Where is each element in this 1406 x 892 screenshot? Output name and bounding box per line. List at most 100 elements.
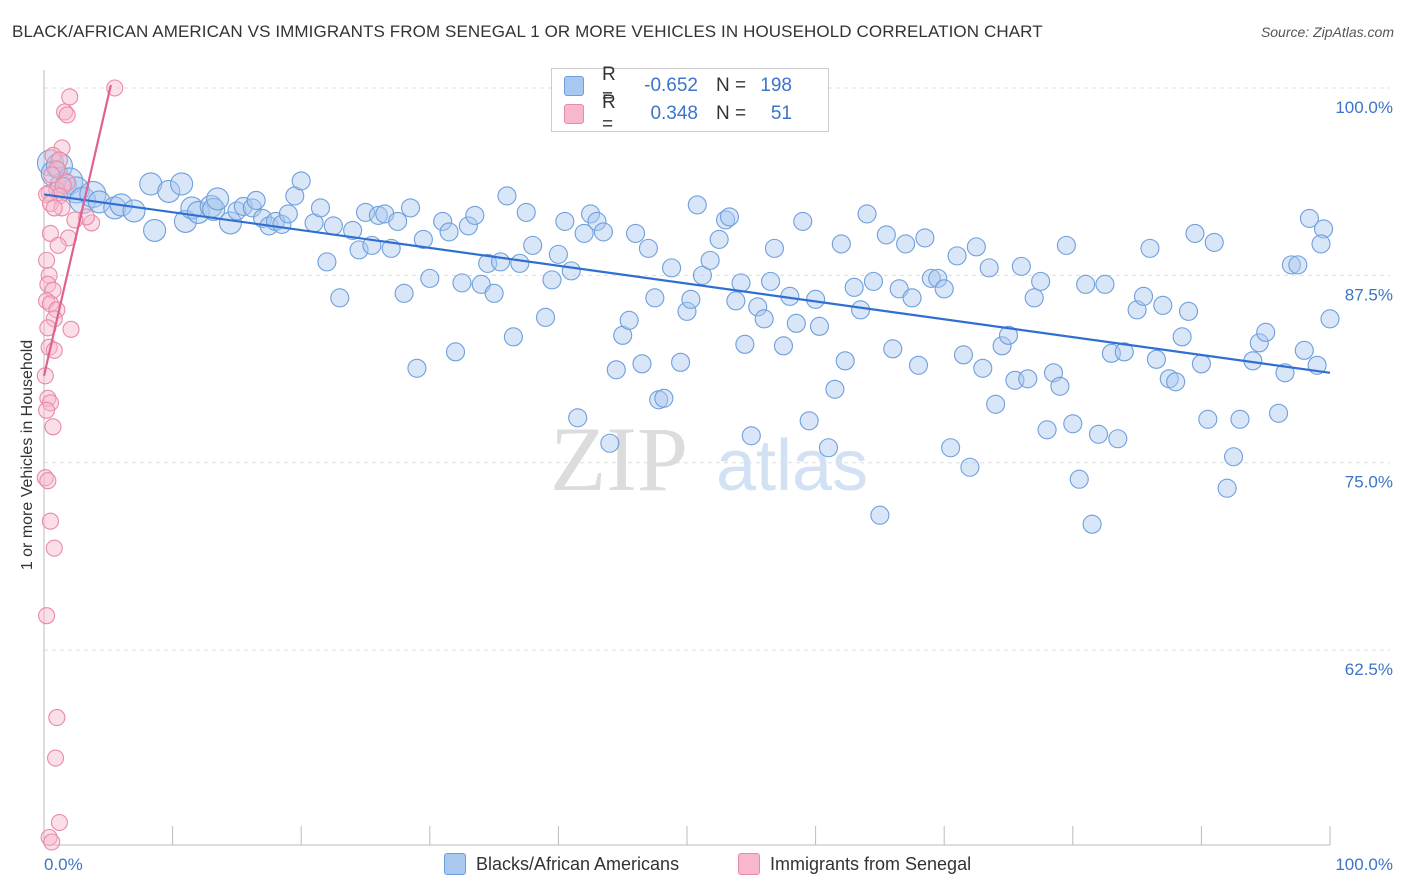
- blacks-point: [677, 301, 697, 321]
- blacks-point: [343, 220, 363, 240]
- gridlines: [44, 87, 1390, 651]
- y-tick-label: 62.5%: [1345, 660, 1393, 679]
- blacks-point: [1037, 420, 1057, 440]
- blacks-point: [1146, 349, 1166, 369]
- senegal-point: [106, 79, 124, 97]
- blacks-point: [1069, 469, 1089, 489]
- blacks-point: [793, 211, 813, 231]
- senegal-point: [44, 281, 62, 299]
- blacks-point: [1024, 288, 1044, 308]
- legend-row-blacks: R = -0.652 N = 198: [564, 64, 792, 107]
- blacks-point: [735, 334, 755, 354]
- blacks-point: [593, 222, 613, 242]
- legend-n-value: 198: [760, 75, 792, 96]
- source-label: Source: ZipAtlas.com: [1260, 24, 1394, 40]
- blacks-point: [452, 273, 472, 293]
- bottom-legend-label: Blacks/African Americans: [476, 853, 680, 874]
- blacks-point: [1178, 301, 1199, 321]
- blacks-point: [503, 327, 523, 347]
- blacks-point: [687, 195, 707, 215]
- blacks-point: [915, 228, 935, 248]
- blacks-point: [542, 270, 562, 290]
- blacks-point: [186, 200, 210, 224]
- correlation-legend: R = -0.652 N = 198 R = 0.348 N = 51: [551, 64, 829, 135]
- bottom-legend-label: Immigrants from Senegal: [770, 853, 972, 874]
- blacks-point: [1311, 234, 1331, 254]
- blacks-point: [998, 325, 1019, 345]
- blacks-point: [323, 216, 343, 236]
- blacks-point: [394, 283, 414, 303]
- legend-n-label: N =: [716, 103, 747, 124]
- blacks-point: [645, 288, 665, 308]
- blacks-point: [809, 316, 830, 336]
- blacks-point: [1320, 309, 1340, 329]
- blacks-point: [632, 354, 652, 374]
- blacks-point: [761, 271, 781, 291]
- blacks-point: [626, 223, 646, 243]
- legend-r-label: R =: [602, 92, 616, 135]
- blacks-point: [1204, 232, 1224, 252]
- series-blacks-points: [36, 149, 1340, 534]
- bottom-legend-senegal: Immigrants from Senegal: [738, 852, 971, 876]
- senegal-point: [38, 251, 56, 269]
- blacks-point: [709, 229, 729, 249]
- blacks-point: [928, 268, 948, 288]
- blacks-point: [896, 234, 916, 254]
- blacks-point: [1088, 424, 1109, 444]
- senegal-point: [40, 828, 58, 847]
- blacks-point: [574, 223, 594, 243]
- blacks-point: [619, 310, 639, 330]
- blacks-point: [979, 258, 999, 278]
- blacks-point: [992, 336, 1012, 356]
- legend-row-senegal: R = 0.348 N = 51: [564, 92, 792, 135]
- blacks-point: [876, 225, 896, 245]
- blacks-point: [870, 505, 890, 525]
- senegal-point: [47, 749, 65, 767]
- blacks-point: [139, 172, 163, 196]
- blacks-point: [388, 211, 408, 231]
- blacks-point: [960, 457, 980, 477]
- blacks-point: [523, 235, 543, 255]
- blacks-point: [1230, 409, 1250, 429]
- y-tick-label: 100.0%: [1335, 98, 1393, 117]
- trend-lines: [42, 84, 1331, 377]
- blacks-point: [1153, 295, 1173, 315]
- blacks-point: [638, 238, 658, 258]
- legend-r-label: R =: [602, 64, 616, 107]
- blacks-point: [1050, 376, 1070, 396]
- legend-swatch-blue: [564, 76, 584, 96]
- blacks-point: [516, 202, 536, 222]
- blacks-point: [548, 244, 568, 264]
- blacks-point: [1018, 369, 1038, 389]
- blacks-point: [764, 238, 784, 258]
- blacks-point: [420, 268, 440, 288]
- blacks-point: [170, 172, 194, 196]
- blacks-point: [844, 277, 864, 297]
- x-tick-label: 0.0%: [44, 855, 83, 874]
- blacks-point: [662, 258, 682, 278]
- blacks-point: [490, 252, 511, 272]
- blacks-point: [568, 408, 588, 428]
- blacks-point: [1076, 274, 1096, 294]
- legend-n-label: N =: [716, 75, 747, 96]
- blacks-point: [349, 240, 369, 260]
- y-tick-label: 87.5%: [1345, 285, 1393, 304]
- blacks-point: [1275, 363, 1295, 383]
- blacks-point: [863, 271, 884, 291]
- senegal-point: [41, 512, 59, 530]
- senegal-point: [36, 469, 54, 487]
- blacks-point: [1082, 514, 1102, 534]
- blacks-point: [1198, 409, 1218, 429]
- blacks-point: [1140, 238, 1160, 258]
- blacks-point: [317, 252, 337, 272]
- senegal-point: [43, 833, 61, 851]
- blacks-point: [407, 358, 427, 378]
- blacks-point: [330, 288, 350, 308]
- blacks-point: [934, 279, 954, 299]
- legend-n-value: 51: [770, 103, 792, 124]
- blacks-point: [700, 250, 720, 270]
- blacks-point: [825, 379, 845, 399]
- y-tick-label: 75.0%: [1345, 473, 1393, 492]
- blacks-point: [1133, 286, 1154, 306]
- blacks-point: [497, 186, 517, 206]
